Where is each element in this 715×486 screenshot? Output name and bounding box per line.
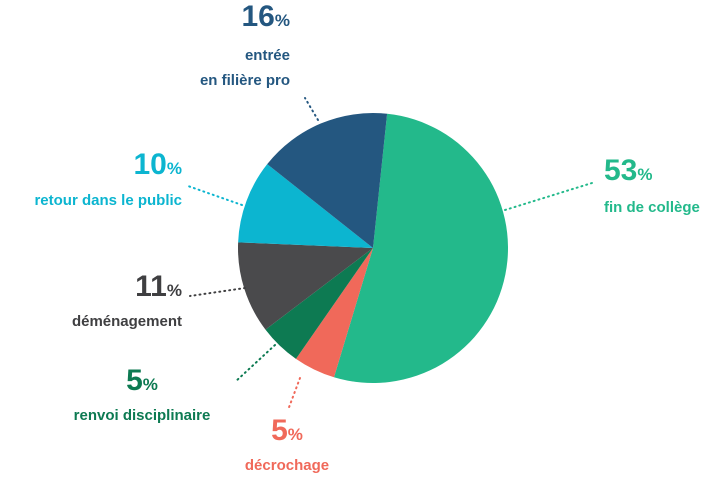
value-number: 11: [135, 270, 167, 303]
category-line: en filière pro: [200, 72, 290, 89]
category-line: déménagement: [72, 313, 182, 330]
category-line: retour dans le public: [34, 192, 182, 209]
category-label: renvoi disciplinaire: [74, 407, 211, 424]
value-label: 5%: [271, 414, 303, 447]
value-unit: %: [288, 425, 303, 444]
category-line: entrée: [245, 47, 290, 64]
category-label: retour dans le public: [34, 192, 182, 209]
value-label: 16%: [242, 0, 291, 33]
value-unit: %: [167, 159, 182, 178]
leader-line: [504, 182, 593, 211]
leader-line: [304, 97, 319, 121]
pie-slice: [265, 248, 373, 359]
category-line: renvoi disciplinaire: [74, 407, 211, 424]
category-label: décrochage: [245, 457, 329, 474]
pie-slice: [333, 113, 509, 384]
value-label: 10%: [134, 148, 183, 181]
value-number: 5: [126, 364, 143, 397]
value-number: 53: [604, 154, 637, 187]
value-label: 53%: [604, 154, 653, 187]
category-label: entrée en filière pro: [200, 47, 290, 89]
value-number: 5: [271, 414, 288, 447]
value-label: 5%: [126, 364, 158, 397]
pie-slice: [238, 242, 373, 330]
value-label: 11%: [135, 270, 182, 303]
leader-line: [287, 377, 301, 411]
pie-slice: [238, 164, 373, 248]
pie-slice: [295, 248, 373, 378]
value-unit: %: [637, 165, 652, 184]
pie-slice: [267, 113, 388, 248]
value-unit: %: [143, 375, 158, 394]
leader-line: [234, 344, 276, 383]
category-label: déménagement: [72, 313, 182, 330]
category-line: décrochage: [245, 457, 329, 474]
value-number: 10: [134, 148, 167, 181]
value-unit: %: [275, 11, 290, 30]
value-number: 16: [242, 0, 275, 33]
value-unit: %: [167, 281, 182, 300]
leader-line: [189, 287, 246, 297]
category-line: fin de collège: [604, 199, 700, 216]
leader-line: [187, 185, 243, 206]
category-label: fin de collège: [604, 199, 700, 216]
